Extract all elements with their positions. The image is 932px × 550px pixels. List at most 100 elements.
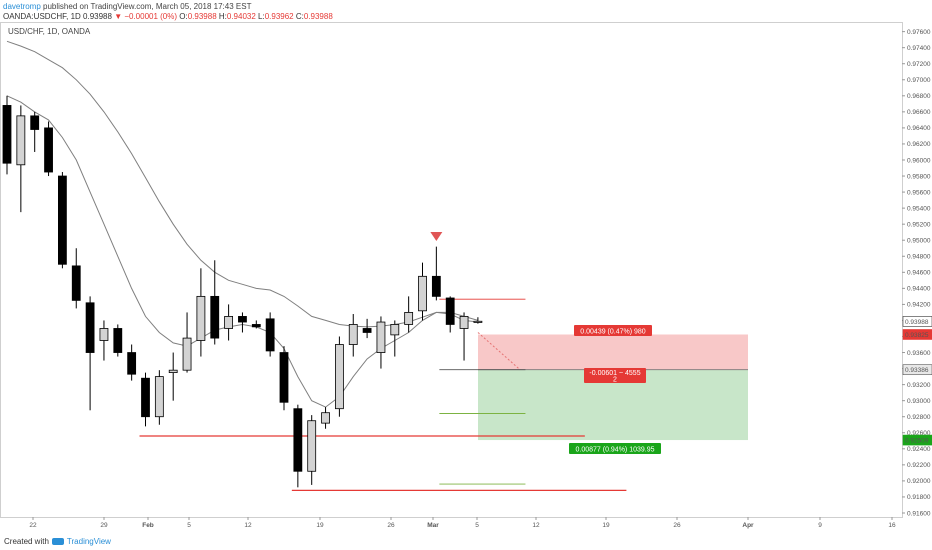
candle bbox=[168, 352, 178, 401]
candle-body bbox=[182, 337, 192, 371]
candle bbox=[348, 314, 358, 357]
y-tick-label: 0.97000 bbox=[907, 77, 931, 84]
candle-body bbox=[210, 295, 220, 339]
x-tick-label: 22 bbox=[29, 522, 37, 529]
candle bbox=[251, 320, 261, 329]
y-tick-label: 0.95600 bbox=[907, 189, 931, 196]
candle bbox=[99, 320, 109, 361]
stop-loss-label-text: 0.00439 (0.47%) 980 bbox=[580, 329, 645, 336]
candle bbox=[127, 344, 137, 381]
x-tick-label: 26 bbox=[387, 522, 395, 529]
ohlc-high-label: H: bbox=[218, 12, 227, 21]
candle-body bbox=[445, 297, 455, 325]
candle bbox=[196, 268, 206, 357]
take-profit-label-box bbox=[569, 443, 661, 454]
y-tick-label: 0.94400 bbox=[907, 286, 931, 293]
y-tick-label: 0.93200 bbox=[907, 382, 931, 389]
y-tick-label: 0.94200 bbox=[907, 302, 931, 309]
symbol-label: USD/CHF, 1D, OANDA bbox=[8, 27, 91, 36]
candle-body bbox=[293, 408, 303, 472]
candle bbox=[210, 260, 220, 345]
candle-body bbox=[71, 265, 81, 301]
ohlc-header: OANDA:USDCHF, 1D 0.93988 ▼ −0.00001 (0%)… bbox=[3, 12, 333, 21]
candle-body bbox=[168, 369, 178, 373]
candle bbox=[321, 407, 330, 429]
candle bbox=[445, 296, 455, 333]
y-tick-label: 0.97600 bbox=[907, 29, 931, 36]
candle-body bbox=[154, 376, 164, 418]
ohlc-close-label: C: bbox=[295, 12, 304, 21]
y-tick-label: 0.93000 bbox=[907, 398, 931, 405]
candle-body bbox=[2, 105, 12, 164]
y-tick-label: 0.92800 bbox=[907, 414, 931, 421]
candle bbox=[30, 111, 40, 152]
open-position-label-text: -0.00601 ~ 4555 bbox=[589, 370, 640, 377]
ohlc-last: 0.93988 bbox=[83, 12, 112, 21]
candle bbox=[390, 320, 400, 357]
x-tick-label: 26 bbox=[673, 522, 681, 529]
publish-header: davetromp published on TradingView.com, … bbox=[3, 2, 251, 11]
y-tick-label: 0.91600 bbox=[907, 510, 931, 517]
candle-body bbox=[348, 324, 358, 345]
x-tick-label: 5 bbox=[187, 522, 191, 529]
price-tag: 0.93988 bbox=[902, 316, 932, 327]
ohlc-open: 0.93988 bbox=[187, 12, 217, 21]
x-tick-label: Mar bbox=[427, 522, 439, 529]
price-tag: 0.93386 bbox=[902, 364, 932, 376]
candle bbox=[404, 296, 414, 333]
y-tick-label: 0.92400 bbox=[907, 446, 931, 453]
y-tick-label: 0.96400 bbox=[907, 125, 931, 132]
publish-info: published on TradingView.com, March 05, … bbox=[43, 2, 252, 11]
x-tick-label: 19 bbox=[602, 522, 610, 529]
candle-body bbox=[279, 352, 289, 403]
author-link[interactable]: davetromp bbox=[3, 2, 41, 11]
candle-body bbox=[224, 316, 234, 329]
x-tick-label: 5 bbox=[475, 522, 479, 529]
price-tag-box bbox=[902, 434, 932, 446]
candle bbox=[113, 324, 123, 357]
candle bbox=[418, 262, 427, 321]
candle-body bbox=[238, 316, 247, 323]
y-tick-label: 0.96200 bbox=[907, 141, 931, 148]
candle bbox=[376, 316, 386, 369]
y-tick-label: 0.92000 bbox=[907, 478, 931, 485]
candle-body bbox=[30, 115, 40, 130]
y-tick-label: 0.94600 bbox=[907, 270, 931, 277]
footer: Created with TradingView bbox=[4, 537, 111, 546]
candle-body bbox=[459, 316, 469, 329]
candle bbox=[44, 121, 53, 177]
candle-body bbox=[113, 328, 123, 353]
y-tick-label: 0.96000 bbox=[907, 157, 931, 164]
ohlc-high: 0.94032 bbox=[226, 12, 256, 21]
price-tag-text: 0.92509 bbox=[905, 438, 929, 445]
ohlc-symbol: OANDA:USDCHF, 1D bbox=[3, 12, 81, 21]
y-tick-label: 0.96800 bbox=[907, 93, 931, 100]
y-tick-label: 0.93600 bbox=[907, 350, 931, 357]
candle bbox=[307, 415, 317, 485]
plot-frame bbox=[0, 22, 903, 518]
candle bbox=[71, 248, 81, 309]
candle bbox=[2, 95, 12, 175]
y-tick-label: 0.92600 bbox=[907, 430, 931, 437]
slow-moving-average-line bbox=[6, 40, 479, 328]
candle-body bbox=[58, 175, 67, 265]
open-position-label-text2: 2 bbox=[613, 377, 617, 384]
tradingview-logo-icon bbox=[51, 538, 64, 545]
y-tick-label: 0.95200 bbox=[907, 221, 931, 228]
footer-created: Created with bbox=[4, 537, 49, 546]
ohlc-close: 0.93988 bbox=[303, 12, 333, 21]
candle bbox=[16, 105, 26, 213]
ohlc-open-label: O: bbox=[179, 12, 188, 21]
x-tick-label: Apr bbox=[742, 522, 754, 529]
footer-brand-link[interactable]: TradingView bbox=[66, 537, 111, 546]
candle bbox=[362, 318, 372, 339]
candle-body bbox=[196, 295, 206, 341]
price-tag-text: 0.93386 bbox=[905, 367, 929, 374]
y-tick-label: 0.95000 bbox=[907, 238, 931, 245]
candle bbox=[85, 296, 95, 411]
stop-loss-label-box bbox=[574, 325, 652, 336]
ohlc-change: ▼ −0.00001 (0%) bbox=[114, 12, 178, 21]
x-tick-label: 29 bbox=[100, 522, 108, 529]
